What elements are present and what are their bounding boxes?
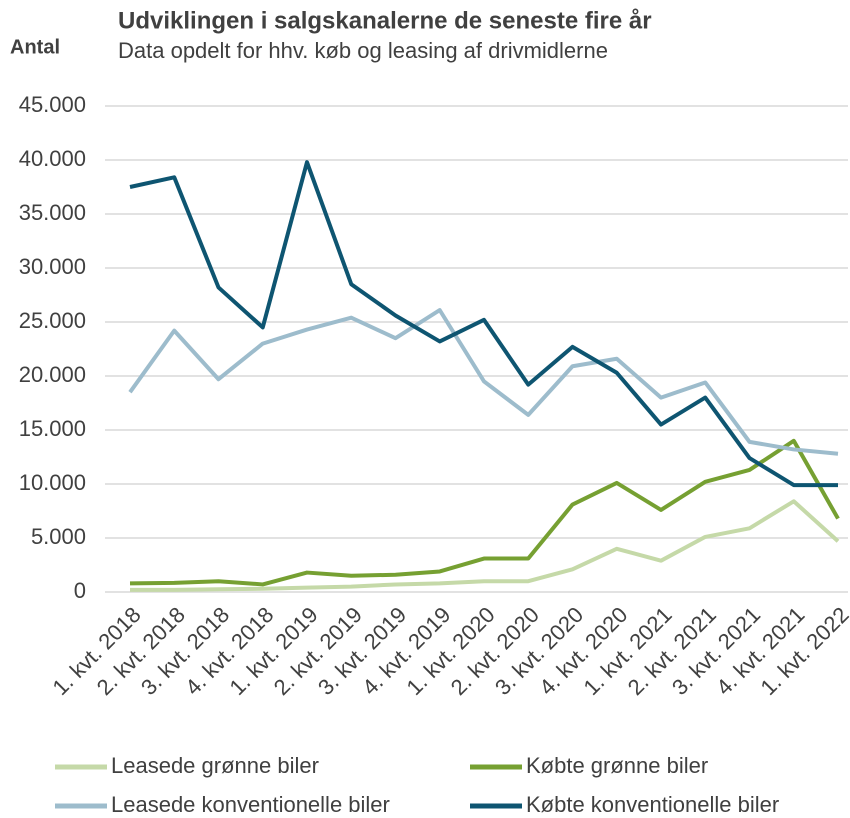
y-tick-label: 35.000	[19, 200, 86, 225]
legend-label: Leasede grønne biler	[111, 753, 319, 778]
y-tick-label: 45.000	[19, 92, 86, 117]
series-line	[129, 438, 840, 587]
y-tick-label: 0	[74, 578, 86, 603]
y-axis-title: Antal	[10, 36, 60, 58]
y-tick-label: 20.000	[19, 362, 86, 387]
y-tick-label: 15.000	[19, 416, 86, 441]
chart-title: Udviklingen i salgskanalerne de seneste …	[118, 7, 652, 34]
chart-subtitle: Data opdelt for hhv. køb og leasing af d…	[118, 38, 608, 63]
y-tick-label: 30.000	[19, 254, 86, 279]
y-tick-label: 40.000	[19, 146, 86, 171]
series-line	[129, 160, 838, 488]
legend-label: Købte grønne biler	[526, 753, 708, 778]
y-tick-label: 5.000	[31, 524, 86, 549]
y-tick-label: 10.000	[19, 470, 86, 495]
legend-label: Leasede konventionelle biler	[111, 792, 390, 817]
series-line	[130, 499, 840, 592]
legend-label: Købte konventionelle biler	[526, 792, 779, 817]
y-tick-label: 25.000	[19, 308, 86, 333]
series-line	[128, 308, 839, 456]
